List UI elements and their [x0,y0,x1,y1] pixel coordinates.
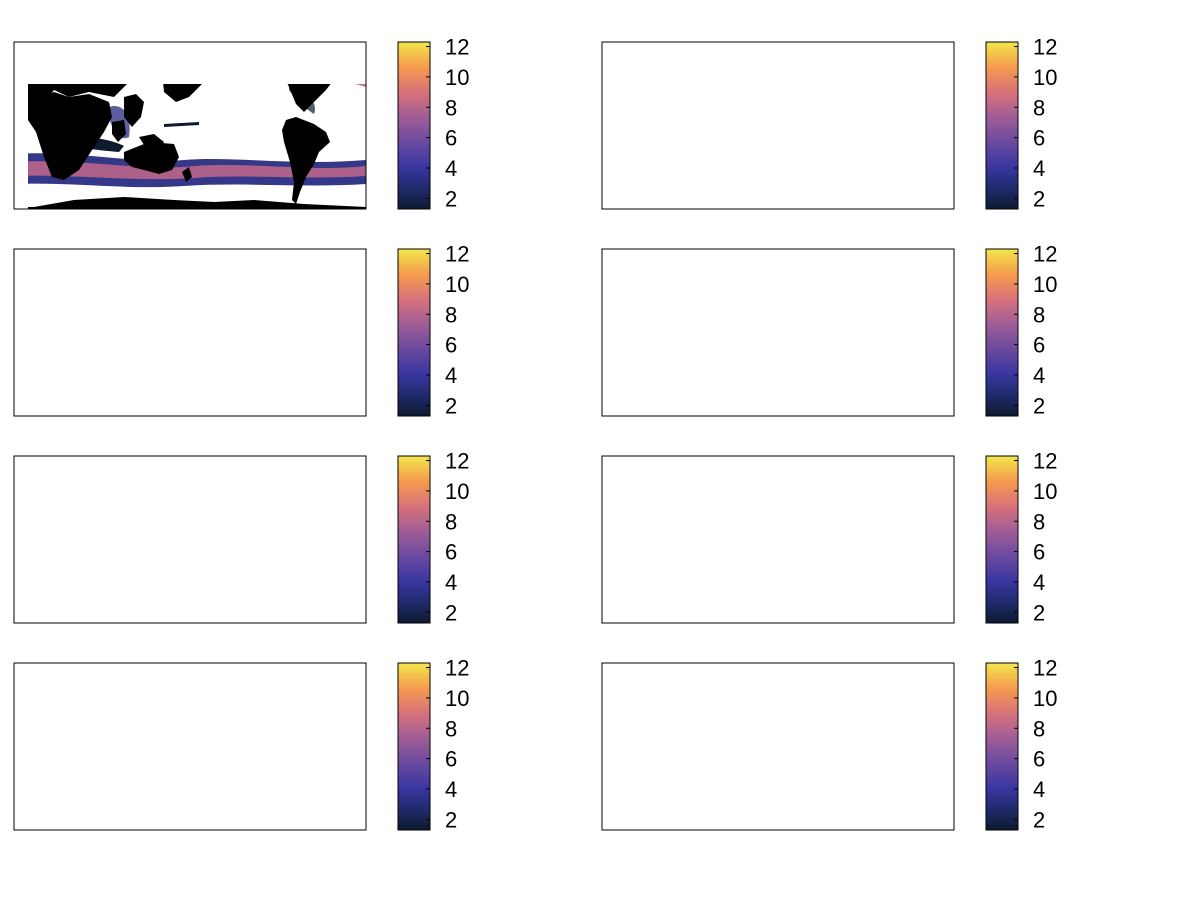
map-panel-row2-right: 2 4 6 8 10 12 [601,242,1057,418]
colorbar-tick-label: 4 [1033,156,1045,181]
colorbar-tick-label: 6 [1033,333,1045,358]
colorbar-tick-label: 12 [445,35,469,60]
map-background [602,42,954,209]
map-frame [13,248,367,417]
map-frame [13,662,367,831]
colorbar-tick-label: 2 [445,600,457,625]
colorbar [985,248,1019,417]
colorbar [397,248,431,417]
colorbar-tick-label: 10 [445,65,469,90]
colorbar-tick-label: 8 [445,509,457,534]
map-background [14,249,366,416]
southern-ocean-core [28,161,366,180]
colorbar-tick-label: 4 [1033,570,1045,595]
colorbar-tick-label: 4 [445,156,457,181]
colorbar-tick-label: 2 [445,393,457,418]
map-frame [13,41,367,210]
colorbar-tick-label: 4 [445,570,457,595]
colorbar-tick-label: 2 [1033,186,1045,211]
colorbar-tick-label: 8 [1033,302,1045,327]
colorbar-tick-label: 4 [1033,363,1045,388]
colorbar-tick-label: 12 [1033,242,1057,267]
colorbar-tick-label: 12 [445,449,469,474]
colorbar-tick-label: 10 [1033,272,1057,297]
colorbar-tick-label: 8 [1033,95,1045,120]
colorbar-tick-label: 10 [1033,65,1057,90]
colorbar-tick-label: 12 [1033,35,1057,60]
colorbar-tick-label: 6 [445,333,457,358]
colorbar-tick-label: 6 [1033,540,1045,565]
map-panel-row4-left: 2 4 6 8 10 12 [13,656,469,832]
colorbar-tick-label: 8 [445,95,457,120]
colorbar-tick-label: 6 [445,126,457,151]
colorbar-tick-label: 12 [1033,656,1057,681]
colorbar-tick-label: 12 [445,242,469,267]
colorbar-tick-label: 10 [445,479,469,504]
colorbar-tick-label: 4 [1033,777,1045,802]
colorbar-tick-label: 8 [1033,509,1045,534]
map-panel-row4-right: 2 4 6 8 10 12 [601,656,1057,832]
colorbar-tick-label: 4 [445,363,457,388]
colorbar-tick-label: 10 [445,272,469,297]
colorbar-tick-label: 10 [1033,479,1057,504]
colorbar-tick-label: 10 [445,686,469,711]
colorbar [985,662,1019,831]
colorbar-tick-label: 2 [1033,393,1045,418]
colorbar-tick-label: 4 [445,777,457,802]
map-panel-row3-right: 2 4 6 8 10 12 [601,449,1057,625]
map-frame [13,455,367,624]
colorbar [397,41,431,210]
colorbar-tick-label: 12 [445,656,469,681]
map-panel-row2-left: 2 4 6 8 10 12 [13,242,469,418]
colorbar-tick-label: 2 [1033,807,1045,832]
colorbar-tick-label: 2 [445,186,457,211]
colorbar [397,662,431,831]
map-panel-row1-left: 2 4 6 8 10 12 [13,35,469,211]
map-content [28,84,366,209]
colorbar [985,455,1019,624]
colorbar-tick-label: 10 [1033,686,1057,711]
colorbar-tick-label: 8 [445,716,457,741]
map-panel-row3-left: 2 4 6 8 10 12 [13,449,469,625]
north-atlantic-patch [354,84,366,87]
equatorial-streak [164,122,199,127]
map-frame [601,662,955,831]
colorbar-tick-label: 12 [1033,449,1057,474]
map-background [602,249,954,416]
colorbar-tick-label: 6 [1033,126,1045,151]
map-frame [601,248,955,417]
map-background [14,456,366,623]
map-frame [601,455,955,624]
colorbar-tick-label: 6 [445,540,457,565]
colorbar-tick-label: 8 [1033,716,1045,741]
map-background [602,456,954,623]
colorbar-tick-label: 6 [1033,747,1045,772]
colorbar-tick-label: 8 [445,302,457,327]
map-background [14,663,366,830]
colorbar-tick-label: 6 [445,747,457,772]
map-frame [601,41,955,210]
colorbar-tick-label: 2 [1033,600,1045,625]
colorbar [397,455,431,624]
colorbar-tick-label: 2 [445,807,457,832]
map-panel-row1-right: 2 4 6 8 10 12 [601,35,1057,211]
colorbar [985,41,1019,210]
map-background [602,663,954,830]
